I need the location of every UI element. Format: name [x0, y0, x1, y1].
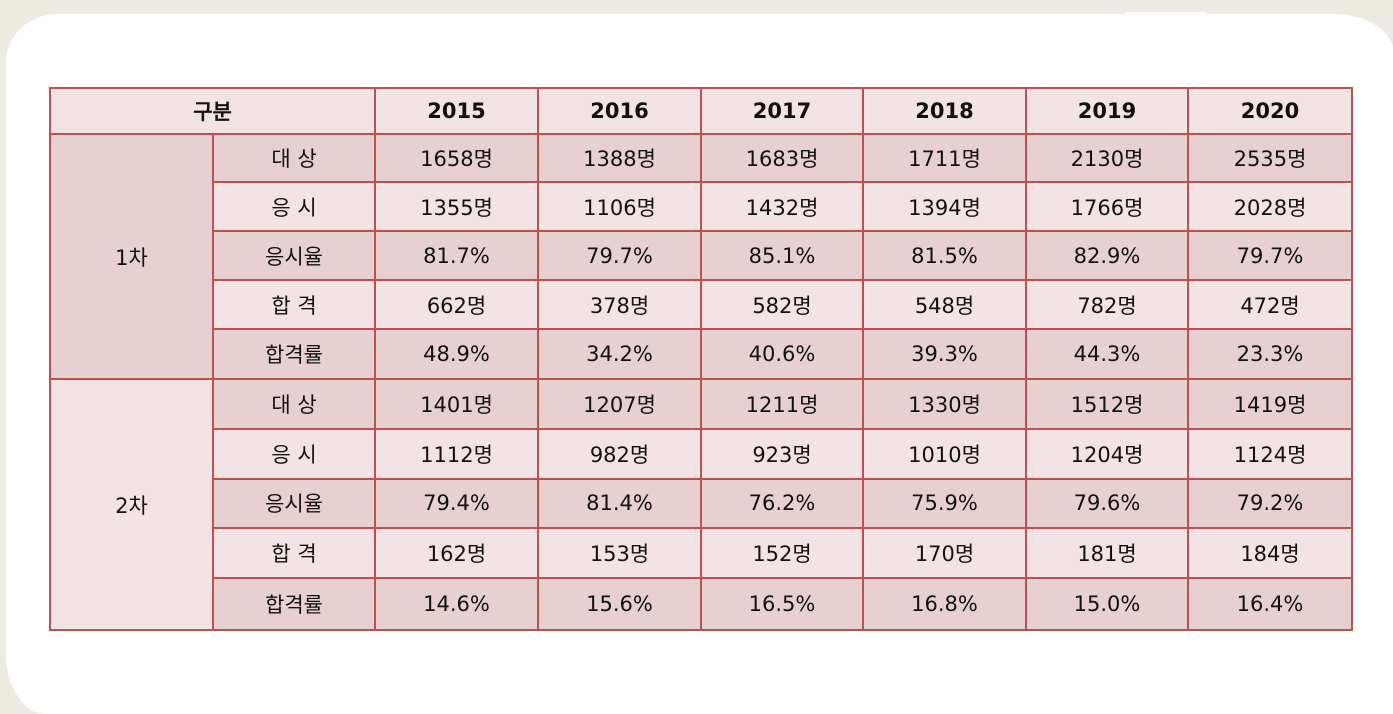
value-cell: 1124명 — [1187, 427, 1354, 480]
value-cell: 1432명 — [700, 181, 865, 233]
card-nub — [1126, 12, 1206, 38]
value-cell: 923명 — [700, 427, 865, 480]
value-cell: 1106명 — [537, 181, 703, 233]
value-cell: 1683명 — [700, 132, 865, 184]
metric-label: 합격률 — [211, 328, 377, 381]
header-year: 2020 — [1187, 87, 1354, 135]
value-cell: 1355명 — [374, 181, 540, 233]
value-cell: 1512명 — [1025, 378, 1190, 430]
header-year: 2019 — [1025, 87, 1190, 135]
metric-label: 응 시 — [211, 181, 377, 233]
value-cell: 79.6% — [1025, 477, 1190, 529]
value-cell: 81.4% — [537, 477, 703, 529]
value-cell: 1766명 — [1025, 181, 1190, 233]
value-cell: 1401명 — [374, 378, 540, 430]
value-cell: 1112명 — [374, 427, 540, 480]
value-cell: 23.3% — [1187, 328, 1354, 381]
value-cell: 85.1% — [700, 230, 865, 282]
metric-label: 합 격 — [211, 526, 377, 579]
value-cell: 153명 — [537, 526, 703, 579]
value-cell: 1419명 — [1187, 378, 1354, 430]
value-cell: 152명 — [700, 526, 865, 579]
table-row: 응 시 1355명 1106명 1432명 1394명 1766명 2028명 — [50, 181, 1354, 233]
value-cell: 15.6% — [537, 576, 703, 632]
header-year: 2018 — [862, 87, 1028, 135]
metric-label: 응시율 — [211, 230, 377, 282]
header-row: 구분 2015 2016 2017 2018 2019 2020 — [48, 87, 1354, 135]
value-cell: 16.4% — [1187, 576, 1354, 632]
value-cell: 79.2% — [1187, 477, 1354, 529]
table-row: 합 격 162명 153명 152명 170명 181명 184명 — [50, 526, 1354, 579]
metric-label: 대 상 — [211, 132, 377, 184]
value-cell: 1204명 — [1025, 427, 1190, 480]
value-cell: 662명 — [374, 279, 540, 331]
table-row: 응시율 79.4% 81.4% 76.2% 75.9% 79.6% 79.2% — [50, 477, 1354, 529]
value-cell: 79.7% — [537, 230, 703, 282]
value-cell: 39.3% — [862, 328, 1028, 381]
value-cell: 79.4% — [374, 477, 540, 529]
metric-label: 응시율 — [211, 477, 377, 529]
table-row: 1차 대 상 1658명 1388명 1683명 1711명 2130명 2535명 — [49, 132, 1354, 381]
value-cell: 1711명 — [862, 132, 1028, 184]
value-cell: 170명 — [862, 526, 1028, 579]
exam-statistics-table: 구분 2015 2016 2017 2018 2019 2020 1차 대 상 16… — [48, 87, 1354, 632]
metric-label: 응 시 — [211, 427, 377, 480]
metric-label: 대 상 — [211, 378, 377, 430]
value-cell: 40.6% — [700, 328, 865, 381]
value-cell: 82.9% — [1025, 230, 1190, 282]
value-cell: 1207명 — [537, 378, 703, 430]
value-cell: 16.5% — [700, 576, 865, 632]
group-label: 1차 — [49, 132, 214, 381]
value-cell: 14.6% — [374, 576, 540, 632]
value-cell: 75.9% — [862, 477, 1028, 529]
value-cell: 982명 — [537, 427, 703, 480]
table-row: 합격률 14.6% 15.6% 16.5% 16.8% 15.0% 16.4% — [50, 576, 1354, 632]
value-cell: 1010명 — [862, 427, 1028, 480]
table-row: 응 시 1112명 982명 923명 1010명 1204명 1124명 — [50, 427, 1354, 480]
value-cell: 378명 — [537, 279, 703, 331]
metric-label: 합격률 — [211, 576, 377, 632]
value-cell: 2028명 — [1187, 181, 1354, 233]
table-row: 응시율 81.7% 79.7% 85.1% 81.5% 82.9% 79.7% — [50, 230, 1354, 282]
header-year: 2017 — [700, 87, 865, 135]
value-cell: 79.7% — [1187, 230, 1354, 282]
value-cell: 1394명 — [862, 181, 1028, 233]
group-label: 2차 — [49, 378, 214, 631]
value-cell: 181명 — [1025, 526, 1190, 579]
value-cell: 81.5% — [862, 230, 1028, 282]
value-cell: 1658명 — [374, 132, 540, 184]
value-cell: 582명 — [700, 279, 865, 331]
value-cell: 48.9% — [374, 328, 540, 381]
value-cell: 162명 — [374, 526, 540, 579]
value-cell: 34.2% — [537, 328, 703, 381]
value-cell: 1388명 — [537, 132, 703, 184]
table-row: 합격률 48.9% 34.2% 40.6% 39.3% 44.3% 23.3% — [50, 328, 1354, 381]
metric-label: 합 격 — [211, 279, 377, 331]
value-cell: 782명 — [1025, 279, 1190, 331]
table-row: 합 격 662명 378명 582명 548명 782명 472명 — [50, 279, 1354, 331]
value-cell: 2535명 — [1187, 132, 1354, 184]
value-cell: 472명 — [1187, 279, 1354, 331]
value-cell: 1211명 — [700, 378, 865, 430]
value-cell: 16.8% — [862, 576, 1028, 632]
value-cell: 44.3% — [1025, 328, 1190, 381]
header-year: 2015 — [374, 87, 540, 135]
value-cell: 76.2% — [700, 477, 865, 529]
table-row: 2차 대 상 1401명 1207명 1211명 1330명 1512명 1419명 — [49, 378, 1354, 631]
value-cell: 548명 — [862, 279, 1028, 331]
value-cell: 81.7% — [374, 230, 540, 282]
value-cell: 15.0% — [1025, 576, 1190, 632]
value-cell: 1330명 — [862, 378, 1028, 430]
value-cell: 184명 — [1187, 526, 1354, 579]
header-category: 구분 — [48, 87, 377, 135]
header-year: 2016 — [537, 87, 703, 135]
value-cell: 2130명 — [1025, 132, 1190, 184]
